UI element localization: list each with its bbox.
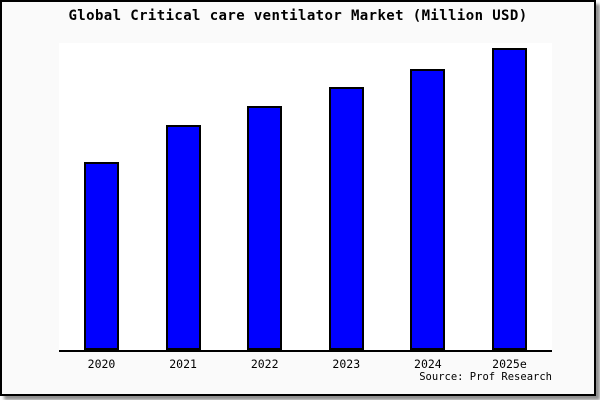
x-tick-label-2025e: 2025e (492, 357, 527, 371)
x-tick-label-2023: 2023 (332, 357, 361, 371)
bar-2024 (410, 69, 446, 350)
bar-slot-2024: 2024 (410, 43, 446, 371)
bar-2020 (84, 162, 119, 350)
bar-2023 (328, 87, 364, 350)
bar-2025e (491, 48, 527, 350)
plot-area: 2020 2021 2022 2023 2024 2025e (59, 43, 552, 371)
chart-title: Global Critical care ventilator Market (… (68, 8, 528, 24)
bar-slot-2020: 2020 (84, 43, 119, 371)
bar-2021 (165, 125, 201, 350)
bar-2022 (247, 106, 283, 350)
bar-slot-2021: 2021 (165, 43, 201, 371)
x-tick-label-2021: 2021 (169, 357, 197, 371)
x-tick-label-2022: 2022 (250, 357, 279, 371)
x-tick-label-2024: 2024 (414, 357, 442, 371)
bar-slot-2022: 2022 (247, 43, 283, 371)
bar-slot-2025e: 2025e (491, 43, 527, 371)
bar-series: 2020 2021 2022 2023 2024 2025e (59, 43, 552, 371)
bar-slot-2023: 2023 (328, 43, 364, 371)
x-tick-label-2020: 2020 (87, 357, 116, 371)
source-credit: Source: Prof Research (419, 371, 552, 383)
